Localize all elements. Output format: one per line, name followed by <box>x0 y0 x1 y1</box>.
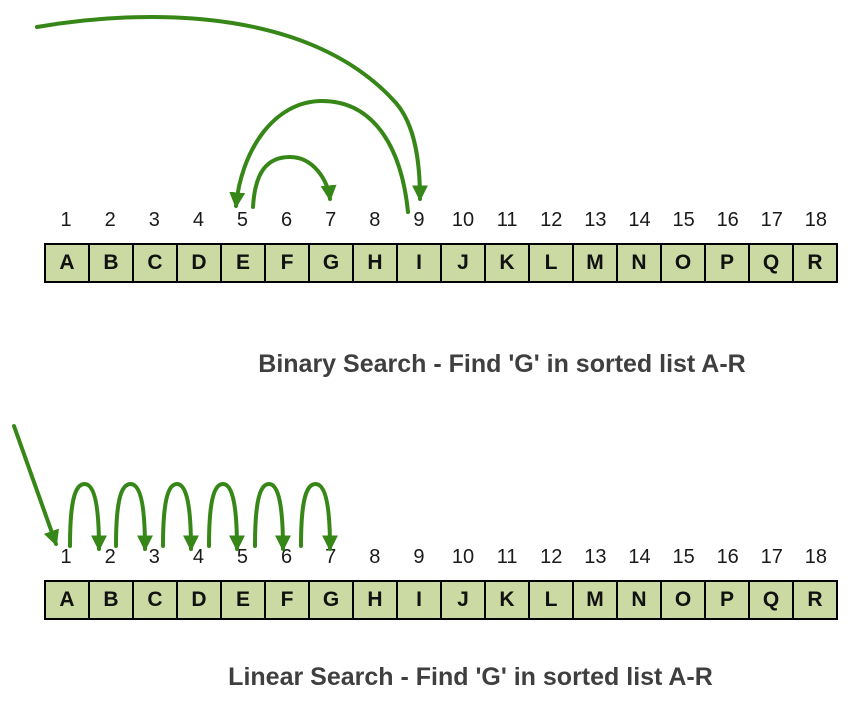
array-cell: A <box>44 580 90 620</box>
index-label: 10 <box>451 209 475 231</box>
array-cell: H <box>352 243 398 283</box>
array-cell: F <box>264 243 310 283</box>
linear-hop-arrow-4-to-5 <box>207 481 245 552</box>
array-cell: B <box>88 243 134 283</box>
array-cell: M <box>572 243 618 283</box>
index-label: 6 <box>281 209 293 231</box>
linear-index-row: 1 2 3 4 5 6 7 8 9 10 11 12 13 14 15 16 17 18 <box>44 542 838 572</box>
index-label: 5 <box>236 209 249 231</box>
array-cell: Q <box>748 580 794 620</box>
array-cell: F <box>264 580 310 620</box>
array-cell: K <box>484 243 530 283</box>
binary-jump-arrow-9-to-5 <box>229 98 410 214</box>
index-label: 15 <box>672 546 695 568</box>
array-cell: J <box>440 580 486 620</box>
index-label: 3 <box>148 209 160 231</box>
linear-hop-arrow-2-to-3 <box>114 481 153 552</box>
linear-hop-arrow-3-to-4 <box>161 481 199 552</box>
index-label: 14 <box>628 546 651 568</box>
array-cell: G <box>308 243 354 283</box>
linear-hop-arrow-6-to-7 <box>299 481 338 552</box>
binary-jump-arrow-start-to-9 <box>35 14 428 202</box>
index-label: 11 <box>496 209 518 231</box>
index-label: 16 <box>716 546 739 568</box>
array-cell: I <box>396 580 442 620</box>
index-label: 2 <box>104 546 116 568</box>
index-label: 14 <box>628 209 651 231</box>
array-cell: P <box>704 580 750 620</box>
array-cell: O <box>660 580 706 620</box>
array-cell: L <box>528 243 574 283</box>
index-label: 4 <box>192 546 204 568</box>
array-cell: C <box>132 243 178 283</box>
index-label: 18 <box>804 546 828 568</box>
index-label: 18 <box>804 209 828 231</box>
binary-jump-arrow-5-to-7 <box>251 154 337 209</box>
array-cell: H <box>352 580 398 620</box>
index-label: 9 <box>413 209 425 231</box>
index-label: 2 <box>104 209 116 231</box>
index-label: 12 <box>540 209 563 231</box>
index-label: 8 <box>369 209 381 231</box>
linear-hop-arrow-5-to-6 <box>253 481 291 552</box>
linear-hop-arrow-1-to-2 <box>68 481 107 552</box>
array-cell: I <box>396 243 442 283</box>
index-label: 5 <box>236 546 249 568</box>
index-label: 17 <box>760 209 783 231</box>
index-label: 7 <box>325 546 337 568</box>
linear-search-caption: Linear Search - Find 'G' in sorted list … <box>228 663 713 691</box>
index-label: 15 <box>672 209 695 231</box>
array-cell: O <box>660 243 706 283</box>
index-label: 10 <box>451 546 475 568</box>
array-cell: R <box>792 243 838 283</box>
array-cell: B <box>88 580 134 620</box>
array-cell: N <box>616 580 662 620</box>
linear-start-arrow-to-1 <box>12 424 59 547</box>
array-cell: R <box>792 580 838 620</box>
array-cell: E <box>220 580 266 620</box>
array-cell: K <box>484 580 530 620</box>
index-label: 13 <box>584 546 607 568</box>
index-label: 1 <box>60 546 72 568</box>
array-cell: P <box>704 243 750 283</box>
index-label: 11 <box>496 546 518 568</box>
array-cell: M <box>572 580 618 620</box>
array-cell: G <box>308 580 354 620</box>
index-label: 1 <box>60 209 72 231</box>
index-label: 8 <box>369 546 381 568</box>
index-label: 4 <box>192 209 204 231</box>
array-cell: L <box>528 580 574 620</box>
index-label: 3 <box>148 546 160 568</box>
binary-search-caption: Binary Search - Find 'G' in sorted list … <box>258 350 746 378</box>
array-cell: E <box>220 243 266 283</box>
index-label: 16 <box>716 209 739 231</box>
array-cell: N <box>616 243 662 283</box>
index-label: 13 <box>584 209 607 231</box>
array-cell: J <box>440 243 486 283</box>
binary-index-row: 1 2 3 4 5 6 7 8 9 10 11 12 13 14 15 16 17 18 <box>44 205 838 235</box>
array-cell: C <box>132 580 178 620</box>
array-cell: A <box>44 243 90 283</box>
array-cell: D <box>176 243 222 283</box>
index-label: 9 <box>413 546 425 568</box>
array-cell: Q <box>748 243 794 283</box>
index-label: 7 <box>325 209 337 231</box>
index-label: 12 <box>540 546 563 568</box>
index-label: 6 <box>281 546 293 568</box>
index-label: 17 <box>760 546 783 568</box>
array-cell: D <box>176 580 222 620</box>
